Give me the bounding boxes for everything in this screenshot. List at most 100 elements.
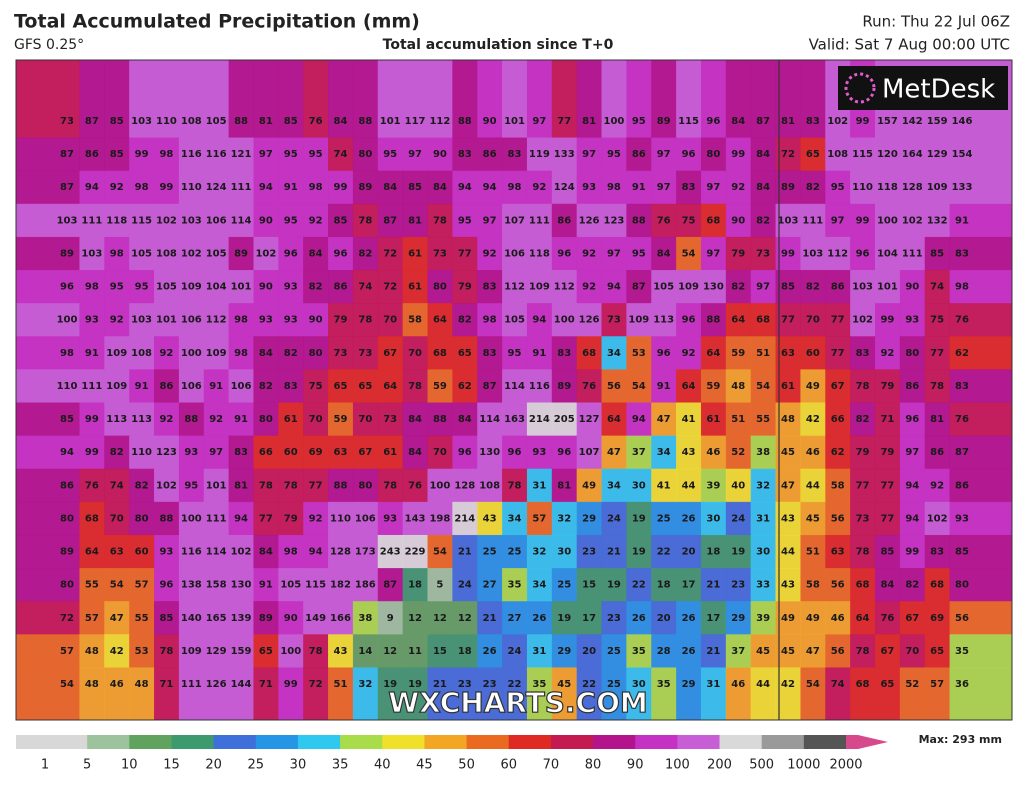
precip-cell — [203, 468, 230, 503]
cell-value: 243 — [380, 547, 401, 558]
cell-value: 86 — [632, 149, 646, 160]
precip-cell — [750, 435, 777, 470]
precip-cell — [526, 236, 553, 271]
precip-cell — [700, 336, 727, 370]
cell-value: 108 — [156, 248, 177, 259]
cell-value: 51 — [756, 348, 770, 359]
cell-value: 93 — [184, 447, 198, 458]
cell-value: 79 — [334, 315, 348, 326]
precip-cell — [154, 501, 180, 536]
cell-value: 106 — [355, 513, 376, 524]
precip-cell — [129, 634, 155, 668]
precip-cell — [775, 369, 801, 403]
precip-cell — [104, 60, 130, 139]
precip-cell — [402, 435, 428, 470]
precip-cell — [303, 236, 329, 271]
precip-cell — [203, 303, 230, 337]
precip-cell — [700, 369, 727, 403]
cell-value: 41 — [657, 480, 671, 491]
precip-cell — [725, 667, 752, 721]
precip-cell — [551, 601, 578, 635]
cell-value: 112 — [827, 248, 848, 259]
cell-value: 85 — [334, 215, 348, 226]
cell-value: 103 — [81, 248, 102, 259]
cell-value: 126 — [579, 215, 600, 226]
precip-cell — [79, 501, 105, 536]
precip-cell — [725, 369, 752, 403]
precip-cell — [850, 203, 876, 238]
cell-value: 43 — [781, 580, 795, 591]
cell-value: 61 — [383, 447, 397, 458]
precip-cell — [526, 667, 553, 721]
precip-cell — [676, 336, 702, 370]
precip-cell — [104, 270, 130, 304]
precip-cell — [16, 501, 80, 536]
cell-value: 166 — [330, 613, 351, 624]
cell-value: 93 — [905, 315, 919, 326]
cell-value: 88 — [159, 513, 173, 524]
precip-cell — [203, 568, 230, 602]
cell-value: 92 — [682, 348, 696, 359]
cell-value: 76 — [309, 116, 323, 127]
cell-value: 99 — [856, 116, 870, 127]
precip-cell — [477, 137, 503, 172]
precip-cell — [924, 468, 951, 503]
precip-cell — [626, 402, 652, 437]
precip-cell — [874, 634, 901, 668]
cell-value: 31 — [532, 480, 546, 491]
cell-value: 78 — [408, 381, 422, 392]
precip-cell — [303, 60, 329, 139]
precip-cell — [874, 468, 901, 503]
precip-cell — [328, 336, 354, 370]
cell-value: 142 — [902, 116, 923, 127]
precip-cell — [626, 336, 652, 370]
cell-value: 105 — [131, 248, 152, 259]
precip-cell — [203, 369, 230, 403]
cell-value: 57 — [135, 580, 149, 591]
precip-cell — [253, 60, 279, 139]
cell-value: 109 — [927, 182, 948, 193]
precip-cell — [526, 336, 553, 370]
cell-value: 139 — [231, 613, 252, 624]
cell-value: 27 — [508, 613, 522, 624]
cell-value: 67 — [831, 381, 845, 392]
precip-cell — [303, 468, 329, 503]
cell-value: 98 — [85, 282, 99, 293]
precip-cell — [178, 568, 205, 602]
precip-cell — [651, 501, 677, 536]
precip-cell — [651, 270, 677, 304]
colorbar-tick-label: 20 — [205, 758, 222, 773]
cell-value: 133 — [554, 149, 575, 160]
cell-value: 88 — [433, 414, 447, 425]
precip-cell — [601, 170, 627, 205]
cell-value: 65 — [358, 381, 372, 392]
cell-value: 83 — [508, 149, 522, 160]
precip-cell — [700, 435, 727, 470]
precip-cell — [800, 634, 826, 668]
precip-cell — [328, 402, 354, 437]
precip-cell — [377, 634, 404, 668]
precip-cell — [477, 468, 503, 503]
cell-value: 98 — [309, 182, 323, 193]
precip-cell — [303, 303, 329, 337]
cell-value: 77 — [831, 348, 845, 359]
precip-cell — [850, 402, 876, 437]
precip-cell — [278, 336, 304, 370]
precip-cell — [178, 634, 205, 668]
precip-cell — [104, 435, 130, 470]
cell-value: 96 — [508, 447, 522, 458]
precip-cell — [427, 270, 453, 304]
precip-cell — [601, 60, 627, 139]
cell-value: 76 — [955, 315, 969, 326]
precip-cell — [203, 137, 230, 172]
cell-value: 81 — [930, 414, 944, 425]
cell-value: 107 — [504, 215, 525, 226]
colorbar-tick-label: 70 — [543, 758, 560, 773]
precip-cell — [452, 303, 478, 337]
precip-cell — [626, 534, 652, 569]
precip-cell — [874, 601, 901, 635]
precip-cell — [79, 402, 105, 437]
cell-value: 116 — [181, 149, 202, 160]
cell-value: 92 — [880, 348, 894, 359]
colorbar-tick-label: 25 — [248, 758, 265, 773]
